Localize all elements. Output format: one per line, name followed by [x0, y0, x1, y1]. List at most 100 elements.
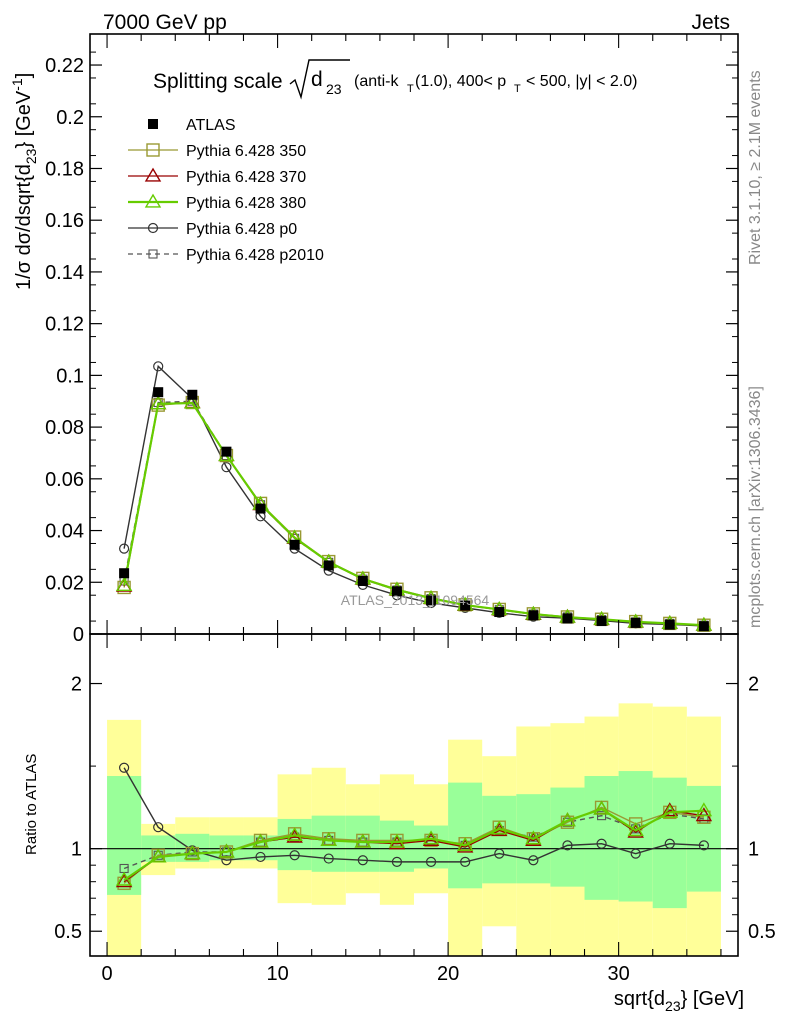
ratio-point	[357, 855, 368, 866]
main-point	[357, 575, 368, 586]
ratio-point	[460, 856, 471, 867]
ratio-point	[422, 830, 440, 845]
ratio-ytick-label-right: 2	[748, 674, 759, 696]
main-ytick-label: 0.1	[56, 365, 84, 387]
ratio-point	[286, 827, 303, 842]
main-panel-series	[115, 361, 713, 632]
y-axis-label-ratio: Ratio to ATLAS	[23, 754, 40, 855]
ratio-point	[627, 822, 644, 837]
ratio-ytick-label-left: 0.5	[54, 921, 82, 943]
ratio-point	[456, 836, 474, 851]
main-ytick-label: 0.22	[45, 55, 84, 77]
ratio-point	[596, 838, 607, 849]
legend-label-350: Pythia 6.428 350	[186, 143, 306, 160]
title-suffix-1: (anti-k	[354, 73, 399, 90]
main-point	[562, 613, 573, 624]
ratio-panel-series	[115, 762, 713, 891]
inner-band-bin	[277, 818, 312, 871]
title-suffix-2-sub: T	[514, 83, 521, 95]
rivet-info: Rivet 3.1.10, ≥ 2.1M events	[747, 70, 764, 265]
ratio-point	[593, 800, 610, 815]
main-ytick-label: 0.12	[45, 314, 84, 336]
xtick-label: 30	[608, 963, 630, 985]
ratio-point	[255, 851, 266, 863]
ratio-point	[391, 856, 403, 867]
ratio-point	[456, 838, 474, 853]
ratio-point	[695, 807, 713, 822]
ratio-point	[425, 856, 437, 867]
ratio-point	[525, 830, 542, 845]
legend-label-370: Pythia 6.428 370	[186, 169, 306, 186]
main-point	[391, 586, 402, 597]
xtick-label: 0	[101, 963, 112, 985]
main-point	[323, 560, 334, 571]
main-ytick-label: 0.18	[45, 158, 84, 180]
sqrt-symbol	[289, 59, 350, 100]
ratio-ytick-label-right: 1	[748, 839, 759, 861]
main-ytick-label: 0.08	[45, 417, 84, 439]
main-series-line	[123, 401, 704, 627]
main-point	[596, 616, 607, 627]
ratio-point	[323, 853, 334, 864]
main-point	[115, 576, 133, 591]
legend-marker	[148, 119, 158, 129]
ratio-point	[661, 802, 679, 817]
title-radicand-sub: 23	[326, 81, 342, 97]
ratio-ytick-label-right: 0.5	[748, 921, 776, 943]
ratio-point	[698, 840, 709, 851]
legend-marker	[147, 222, 159, 234]
ratio-point	[218, 843, 235, 858]
main-ytick-label: 0.06	[45, 469, 84, 491]
main-point	[289, 539, 300, 550]
ratio-point	[661, 803, 679, 818]
main-point	[119, 568, 130, 579]
ratio-point	[597, 811, 607, 821]
ratio-point	[528, 855, 539, 866]
main-series-0	[119, 387, 709, 632]
ratio-point	[491, 820, 508, 835]
mcplots-info: mcplots.cern.ch [arXiv:1306.3436]	[747, 386, 764, 628]
main-ytick-label: 0	[73, 624, 84, 646]
y-axis-label-main: 1/σ dσ/dsqrt{d23} [GeV-1]	[9, 73, 39, 290]
ratio-point	[525, 832, 542, 847]
ratio-ytick-label-left: 2	[71, 674, 82, 696]
ratio-point	[115, 873, 133, 888]
ratio-point	[115, 871, 133, 886]
main-ytick-label: 0.2	[56, 107, 84, 129]
ratio-point	[252, 833, 269, 848]
inner-band-bin	[686, 785, 721, 892]
ratio-ytick-label-left: 1	[71, 839, 82, 861]
ratio-point	[494, 848, 505, 859]
main-series-line	[123, 364, 704, 627]
legend-label-p0: Pythia 6.428 p0	[186, 221, 297, 238]
title-suffix-2: (1.0), 400< p	[415, 73, 506, 90]
title-prefix: Splitting scale	[153, 70, 283, 93]
ratio-point	[695, 802, 713, 817]
main-point	[221, 462, 232, 473]
main-point	[698, 621, 709, 632]
main-ytick-label: 0.02	[45, 572, 84, 594]
ratio-series-2	[115, 800, 713, 886]
main-ytick-label: 0.16	[45, 210, 84, 232]
title-suffix-1-sub: T	[407, 83, 414, 95]
main-point	[426, 595, 437, 606]
legend-marker	[146, 143, 160, 157]
ratio-point	[388, 833, 406, 848]
ratio-point	[289, 850, 300, 861]
main-series-4	[119, 361, 709, 632]
title-radicand: d	[311, 68, 323, 91]
ratio-point	[149, 848, 167, 863]
main-point	[460, 600, 471, 611]
main-point	[149, 395, 167, 410]
process-label: Jets	[691, 11, 730, 34]
main-point	[494, 607, 505, 618]
main-point	[184, 394, 201, 409]
ratio-point	[354, 833, 372, 848]
ratio-point	[664, 838, 675, 849]
inner-band-bin	[345, 815, 380, 872]
axes: 0 0.02 0.04 0.06 0.08 0.1 0.12 0.14 0.16 0.18 0.2 0…	[45, 33, 776, 985]
legend: ATLAS Pythia 6.428 350 Pythia 6.428 370 …	[128, 117, 324, 264]
legend-label-p2010: Pythia 6.428 p2010	[186, 247, 324, 264]
main-ytick-label: 0.14	[45, 262, 84, 284]
inner-band-bin	[550, 787, 585, 887]
